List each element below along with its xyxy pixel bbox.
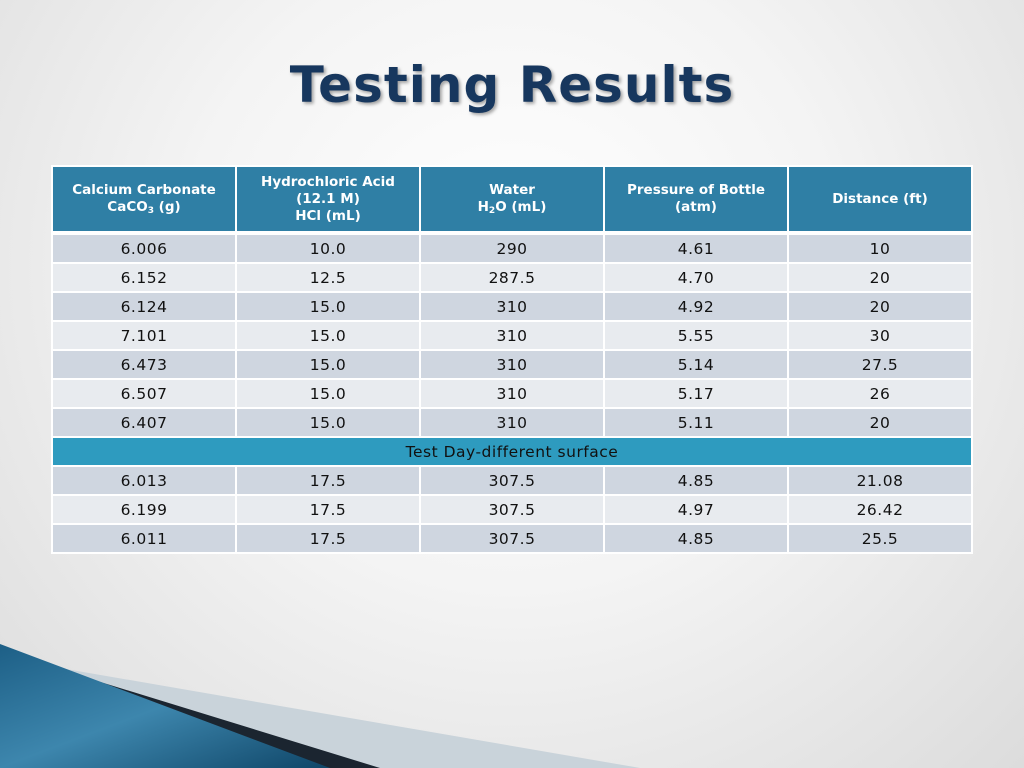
cell-distance: 20 — [787, 407, 973, 438]
table-row: 6.124 15.0 310 4.92 20 — [51, 291, 973, 322]
header-pressure: Pressure of Bottle (atm) — [603, 165, 789, 234]
cell-distance: 20 — [787, 291, 973, 322]
cell-water: 307.5 — [419, 523, 605, 554]
header-calcium-carbonate: Calcium Carbonate CaCO3 (g) — [51, 165, 237, 234]
header-unit: HCl (mL) — [295, 207, 361, 224]
cell-calcium-carbonate: 6.152 — [51, 262, 237, 293]
cell-hydrochloric-acid: 10.0 — [235, 232, 421, 264]
cell-pressure: 4.70 — [603, 262, 789, 293]
table-row: 6.199 17.5 307.5 4.97 26.42 — [51, 494, 973, 525]
section-divider-label: Test Day-different surface — [51, 436, 973, 467]
cell-pressure: 5.17 — [603, 378, 789, 409]
cell-distance: 10 — [787, 232, 973, 264]
header-text: Calcium Carbonate — [72, 182, 216, 198]
cell-water: 307.5 — [419, 494, 605, 525]
cell-calcium-carbonate: 6.013 — [51, 465, 237, 496]
cell-hydrochloric-acid: 15.0 — [235, 291, 421, 322]
header-water: Water H2O (mL) — [419, 165, 605, 234]
table-row: 6.473 15.0 310 5.14 27.5 — [51, 349, 973, 380]
cell-water: 310 — [419, 378, 605, 409]
header-formula: H — [477, 199, 489, 215]
table-row: 7.101 15.0 310 5.55 30 — [51, 320, 973, 351]
header-formula: CaCO — [107, 199, 148, 215]
cell-water: 310 — [419, 320, 605, 351]
table-row: 6.013 17.5 307.5 4.85 21.08 — [51, 465, 973, 496]
cell-pressure: 4.61 — [603, 232, 789, 264]
header-unit: (atm) — [675, 199, 717, 215]
table-row: 6.152 12.5 287.5 4.70 20 — [51, 262, 973, 293]
header-distance: Distance (ft) — [787, 165, 973, 234]
table-row: 6.507 15.0 310 5.17 26 — [51, 378, 973, 409]
cell-water: 310 — [419, 291, 605, 322]
header-text: Water — [489, 182, 535, 198]
cell-calcium-carbonate: 7.101 — [51, 320, 237, 351]
cell-hydrochloric-acid: 15.0 — [235, 407, 421, 438]
cell-calcium-carbonate: 6.199 — [51, 494, 237, 525]
cell-calcium-carbonate: 6.124 — [51, 291, 237, 322]
cell-hydrochloric-acid: 17.5 — [235, 494, 421, 525]
cell-water: 290 — [419, 232, 605, 264]
cell-calcium-carbonate: 6.507 — [51, 378, 237, 409]
cell-calcium-carbonate: 6.011 — [51, 523, 237, 554]
cell-pressure: 4.85 — [603, 523, 789, 554]
cell-water: 310 — [419, 349, 605, 380]
cell-distance: 25.5 — [787, 523, 973, 554]
corner-decoration — [0, 644, 640, 768]
header-text: Pressure of Bottle — [626, 182, 765, 198]
cell-distance: 20 — [787, 262, 973, 293]
cell-hydrochloric-acid: 17.5 — [235, 465, 421, 496]
cell-hydrochloric-acid: 12.5 — [235, 262, 421, 293]
cell-calcium-carbonate: 6.473 — [51, 349, 237, 380]
header-unit: O (mL) — [495, 199, 547, 215]
cell-distance: 26.42 — [787, 494, 973, 525]
cell-water: 287.5 — [419, 262, 605, 293]
cell-water: 307.5 — [419, 465, 605, 496]
table-row: 6.006 10.0 290 4.61 10 — [51, 232, 973, 264]
cell-hydrochloric-acid: 15.0 — [235, 349, 421, 380]
cell-hydrochloric-acid: 17.5 — [235, 523, 421, 554]
cell-distance: 30 — [787, 320, 973, 351]
cell-pressure: 4.85 — [603, 465, 789, 496]
results-table: Calcium Carbonate CaCO3 (g) Hydrochloric… — [51, 165, 973, 554]
table-row: 6.011 17.5 307.5 4.85 25.5 — [51, 523, 973, 554]
header-hydrochloric-acid: Hydrochloric Acid (12.1 M) HCl (mL) — [235, 165, 421, 234]
cell-calcium-carbonate: 6.006 — [51, 232, 237, 264]
cell-distance: 21.08 — [787, 465, 973, 496]
cell-pressure: 4.92 — [603, 291, 789, 322]
header-text: Distance (ft) — [832, 190, 928, 207]
header-unit: (g) — [153, 199, 181, 215]
slide-title: Testing Results — [289, 56, 735, 114]
header-subscript: 2 — [488, 206, 496, 216]
cell-pressure: 5.11 — [603, 407, 789, 438]
header-row: Calcium Carbonate CaCO3 (g) Hydrochloric… — [51, 165, 973, 234]
cell-distance: 27.5 — [787, 349, 973, 380]
cell-pressure: 4.97 — [603, 494, 789, 525]
cell-pressure: 5.55 — [603, 320, 789, 351]
table-row: 6.407 15.0 310 5.11 20 — [51, 407, 973, 438]
header-concentration: (12.1 M) — [296, 190, 360, 207]
cell-distance: 26 — [787, 378, 973, 409]
cell-pressure: 5.14 — [603, 349, 789, 380]
cell-hydrochloric-acid: 15.0 — [235, 378, 421, 409]
cell-calcium-carbonate: 6.407 — [51, 407, 237, 438]
section-divider-row: Test Day-different surface — [51, 436, 973, 467]
cell-water: 310 — [419, 407, 605, 438]
header-subscript: 3 — [147, 206, 154, 216]
header-text: Hydrochloric Acid — [261, 173, 395, 190]
cell-hydrochloric-acid: 15.0 — [235, 320, 421, 351]
